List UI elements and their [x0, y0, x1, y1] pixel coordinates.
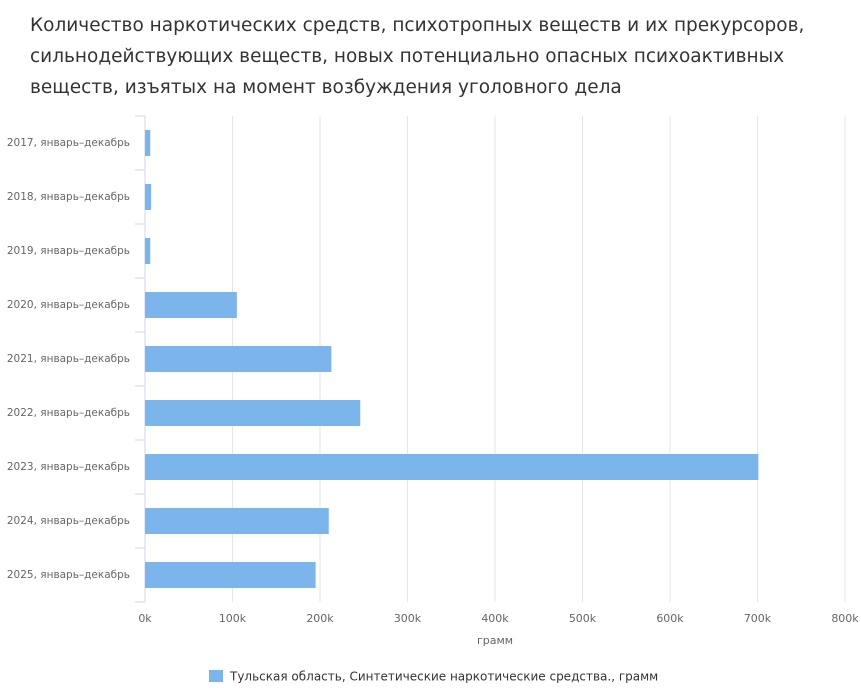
y-tick-label: 2024, январь–декабрь: [7, 515, 130, 527]
x-tick-label: 300k: [394, 612, 422, 625]
y-tick-label: 2017, январь–декабрь: [7, 137, 130, 149]
bar: [145, 130, 151, 156]
y-tick-label: 2023, январь–декабрь: [7, 461, 130, 473]
bar: [145, 400, 361, 426]
y-tick-label: 2020, январь–декабрь: [7, 299, 130, 311]
y-tick-label: 2021, январь–декабрь: [7, 353, 130, 365]
legend-label: Тульская область, Синтетические наркотич…: [229, 670, 658, 684]
y-tick-label: 2019, январь–декабрь: [7, 245, 130, 257]
x-tick-label: 100k: [219, 612, 247, 625]
x-axis-title: грамм: [477, 634, 513, 647]
x-tick-label: 500k: [569, 612, 597, 625]
x-tick-label: 200k: [306, 612, 334, 625]
bar: [145, 454, 759, 480]
bar: [145, 184, 152, 210]
legend-swatch: [209, 670, 223, 682]
bar: [145, 508, 329, 534]
bar: [145, 292, 237, 318]
bar: [145, 238, 151, 264]
chart-title: Количество наркотических средств, психот…: [30, 15, 805, 98]
bar: [145, 562, 316, 588]
y-tick-label: 2018, январь–декабрь: [7, 191, 130, 203]
x-tick-label: 600k: [656, 612, 684, 625]
y-tick-label: 2025, январь–декабрь: [7, 569, 130, 581]
x-tick-label: 0k: [138, 612, 152, 625]
x-tick-label: 400k: [481, 612, 509, 625]
bar: [145, 346, 332, 372]
x-tick-label: 700k: [744, 612, 772, 625]
y-tick-label: 2022, январь–декабрь: [7, 407, 130, 419]
x-tick-label: 800k: [831, 612, 859, 625]
